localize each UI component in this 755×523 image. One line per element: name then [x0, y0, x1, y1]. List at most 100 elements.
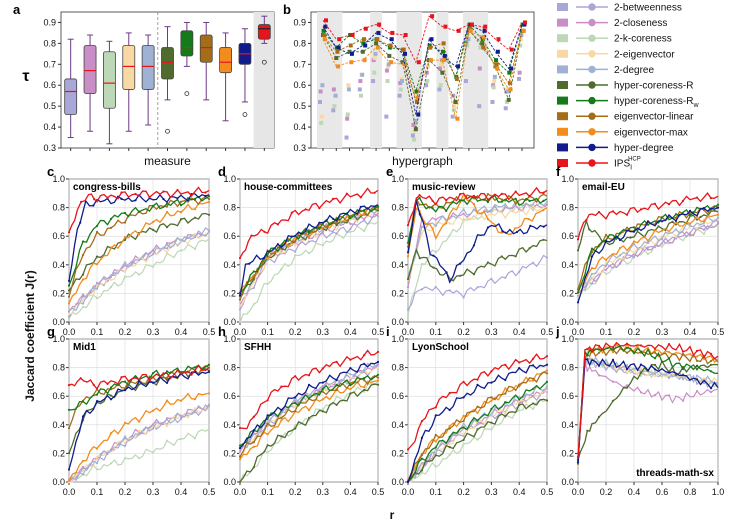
line-marker-hyper-coreness-Rw: [632, 226, 636, 229]
line-marker-hyper-coreness-Rw: [431, 207, 434, 210]
line-marker-2-betweenness: [294, 250, 297, 253]
line-marker-eigenvector-max: [123, 421, 127, 424]
scatter-point-eigenvector-max: [521, 28, 526, 33]
line-marker-IPS: [148, 379, 151, 382]
line-marker-2-k-coreness: [280, 437, 283, 440]
line-marker-hyper-coreness-Rw: [486, 200, 489, 204]
panel-b-ytick-label: 0.6: [293, 80, 306, 90]
line-marker-IPS: [653, 202, 657, 205]
line-marker-2-degree: [321, 229, 324, 232]
scatter-point-2-degree: [492, 74, 497, 79]
panel-a-ytick-label: 0.3: [43, 143, 56, 153]
line-marker-2-eigenvector: [532, 205, 535, 208]
scatter-point-2-closeness: [438, 66, 442, 71]
legend-marker-2-eigenvector: [588, 50, 596, 58]
legend-label-hyper-coreness-Rw: hyper-coreness-Rw: [614, 96, 699, 109]
scatter-point-2-degree: [386, 62, 391, 67]
line-marker-2-closeness: [688, 234, 692, 237]
panel-f-ytick-label: 0.6: [561, 231, 574, 241]
panel-d-ytick-label: 1.0: [223, 174, 236, 184]
line-marker-hyper-coreness-R: [280, 435, 283, 438]
line-marker-IPS: [611, 346, 615, 349]
line-marker-hyper-coreness-Rw: [207, 363, 211, 366]
scatter-point-2-eigenvector: [452, 104, 457, 109]
scatter-point-hyper-degree: [389, 37, 394, 42]
panel-b-ytick-label: 0.9: [293, 17, 306, 27]
line-marker-eigenvector-linear: [165, 376, 169, 379]
line-marker-2-betweenness: [688, 232, 692, 235]
line-marker-2-k-coreness: [294, 424, 297, 427]
scatter-point-2-k-coreness: [478, 45, 483, 50]
line-marker-2-k-coreness: [462, 218, 465, 221]
line-marker-eigenvector-linear: [674, 216, 678, 219]
line-marker-2-betweenness: [490, 277, 493, 280]
legend-marker-2-betweenness: [588, 3, 596, 11]
panel-h-xtick-label: 0.1: [261, 487, 274, 497]
line-marker-2-closeness: [462, 212, 465, 215]
line-marker-2-closeness: [434, 218, 437, 221]
line-marker-hyper-coreness-Rw: [418, 196, 421, 199]
line-marker-eigenvector-linear: [514, 202, 517, 205]
line-marker-2-k-coreness: [490, 428, 493, 431]
legend-subscript: I: [630, 165, 632, 172]
line-marker-hyper-coreness-Rw: [151, 205, 155, 208]
line-hyper-coreness-R: [577, 210, 719, 251]
line-hyper-degree: [407, 200, 548, 284]
line-marker-eigenvector-linear: [165, 205, 169, 208]
line-marker-2-degree: [611, 364, 615, 367]
line-marker-2-eigenvector: [193, 407, 197, 410]
line-marker-eigenvector-max: [280, 419, 283, 422]
scatter-point-2-betweenness: [503, 106, 508, 111]
scatter-point-IPS: [390, 30, 395, 35]
line-marker-hyper-degree: [618, 238, 622, 242]
legend-label-eigenvector-linear: eigenvector-linear: [614, 112, 694, 123]
line-marker-hyper-degree: [92, 204, 95, 207]
line-marker-2-closeness: [597, 374, 601, 377]
line-2-betweenness: [577, 356, 719, 463]
panel-i-ytick-label: 0.8: [391, 363, 404, 373]
line-marker-hyper-degree: [625, 368, 629, 371]
panel-a-ytick-label: 0.9: [43, 17, 56, 27]
line-marker-2-degree: [695, 374, 699, 377]
line-marker-hyper-coreness-Rw: [349, 384, 352, 387]
line-2-closeness: [577, 361, 719, 462]
line-IPS: [68, 364, 210, 390]
scatter-point-2-eigenvector: [479, 39, 483, 44]
panel-c-ytick-label: 1.0: [52, 174, 65, 184]
panel-b-ytick-label: 0.7: [293, 59, 306, 69]
line-marker-hyper-degree: [576, 461, 580, 464]
line-marker-eigenvector-linear: [604, 233, 608, 236]
line-marker-2-degree: [420, 462, 423, 465]
panel-c-ytick-label: 0.4: [52, 260, 65, 270]
legend-label-eigenvector-max: eigenvector-max: [614, 127, 688, 138]
line-marker-hyper-coreness-Rw: [590, 247, 594, 250]
line-marker-2-k-coreness: [280, 268, 283, 271]
line-marker-hyper-degree: [434, 414, 437, 417]
line-marker-2-betweenness: [646, 246, 650, 249]
panel-i-xtick-label: 0.4: [513, 487, 526, 497]
box-outlier: [184, 91, 190, 96]
line-marker-eigenvector-max: [67, 479, 71, 482]
box-eigenvector-linear: [199, 34, 213, 63]
panel-e-ytick-label: 1.0: [391, 174, 404, 184]
scatter-point-2-k-coreness: [345, 112, 350, 117]
line-marker-IPS: [625, 213, 629, 216]
panel-j-ytick-label: 0.0: [561, 477, 574, 487]
line-marker-hyper-coreness-R: [434, 454, 437, 457]
line-marker-2-degree: [716, 216, 720, 219]
line-marker-2-k-coreness: [67, 318, 71, 321]
scatter-point-2-betweenness: [344, 135, 349, 140]
panel-i-xtick-label: 0.2: [457, 487, 470, 497]
scatter-point-2-degree: [346, 87, 351, 92]
line-marker-2-eigenvector: [123, 270, 127, 273]
line-marker-hyper-coreness-Rw: [123, 380, 127, 383]
scatter-point-eigenvector-linear: [468, 26, 473, 31]
line-hyper-coreness-Rw: [577, 345, 719, 460]
scatter-point-eigenvector-max: [428, 58, 433, 63]
line-marker-IPS: [639, 344, 643, 347]
line-marker-IPS: [176, 369, 179, 372]
line-marker-IPS: [576, 455, 580, 458]
panel-h-ytick-label: 0.8: [223, 363, 236, 373]
line-marker-2-betweenness: [462, 296, 465, 299]
line-marker-hyper-coreness-R: [252, 278, 255, 281]
